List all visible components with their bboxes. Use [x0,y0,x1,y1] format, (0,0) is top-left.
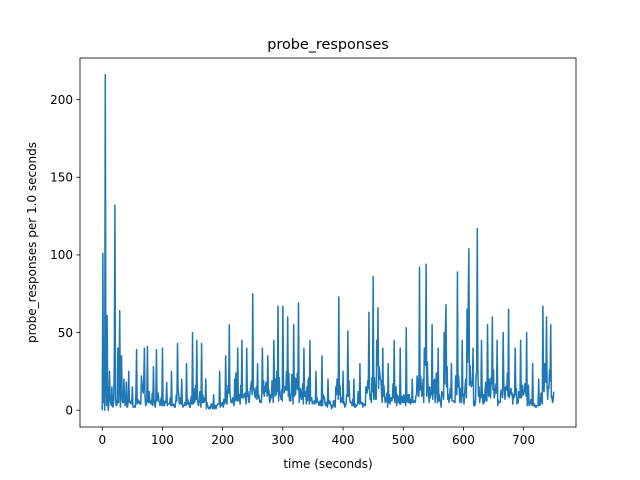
x-tick-label: 600 [452,433,475,447]
x-tick-label: 0 [98,433,106,447]
chart-title: probe_responses [267,37,389,53]
y-tick-label: 50 [58,326,73,340]
x-tick-label: 100 [151,433,174,447]
x-tick-label: 500 [392,433,415,447]
x-axis-label: time (seconds) [283,457,372,471]
x-tick-label: 700 [512,433,535,447]
x-tick-label: 200 [211,433,234,447]
y-axis-label: probe_responses per 1.0 seconds [25,142,39,343]
y-tick-label: 150 [50,171,73,185]
y-tick-label: 200 [50,93,73,107]
x-tick-label: 300 [271,433,294,447]
y-tick-label: 0 [65,404,73,418]
x-tick-label: 400 [332,433,355,447]
y-tick-label: 100 [50,248,73,262]
